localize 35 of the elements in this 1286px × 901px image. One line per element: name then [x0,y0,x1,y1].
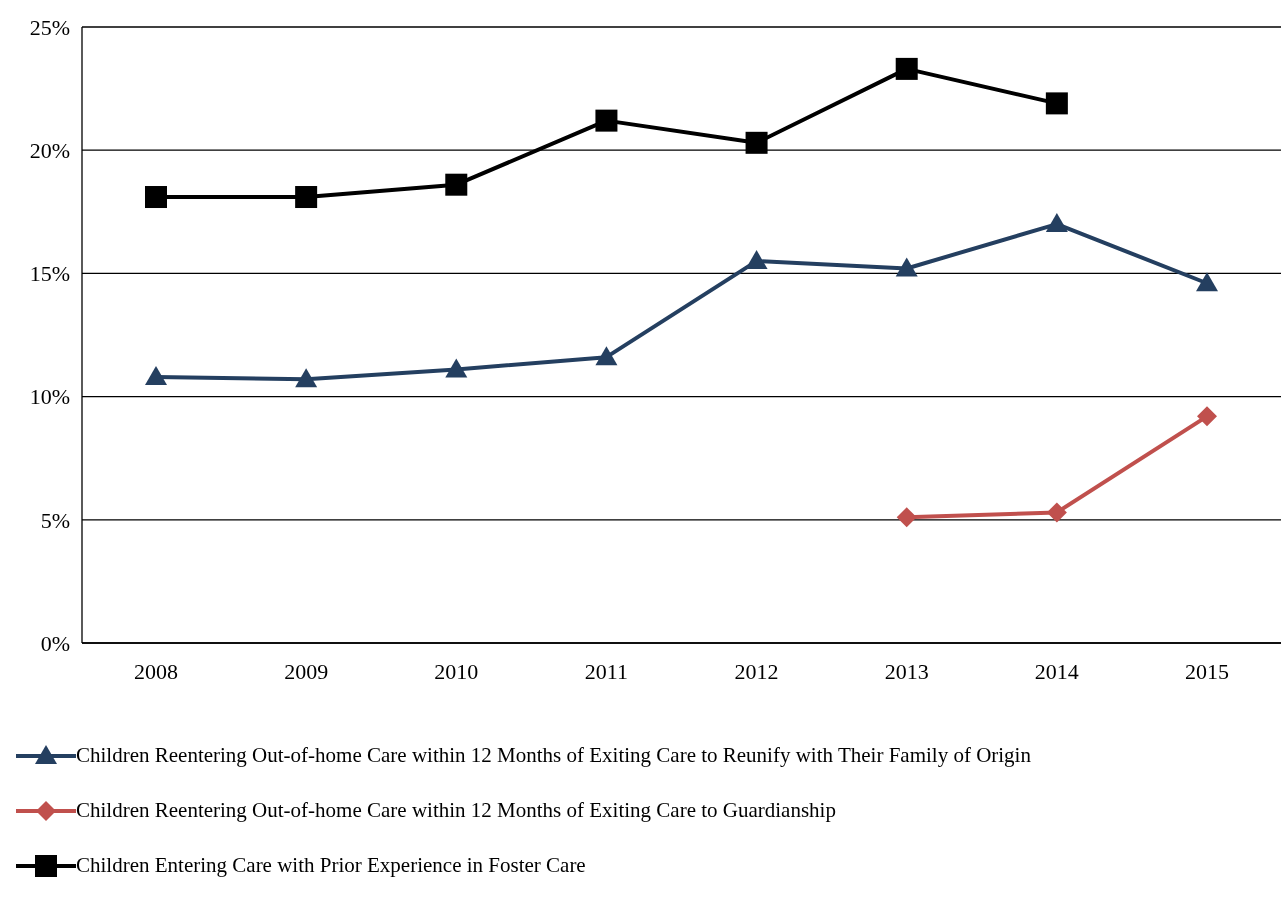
point [145,186,167,209]
y-tick-label: 0% [40,630,70,656]
x-tick-label: 2008 [134,658,178,684]
x-tick-label: 2012 [734,658,779,684]
x-tick-label: 2011 [584,658,629,684]
legend-label: Children Reentering Out-of-home Care within 12 Months of Exiting Care to Guardianship [76,798,836,823]
legend-label: Children Reentering Out-of-home Care within 12 Months of Exiting Care to Reunify with Their Family of Origin [76,743,1031,768]
point [895,57,918,80]
y-tick-label: 10% [29,384,70,410]
point [1045,92,1068,115]
y-tick-label: 5% [40,507,70,533]
point [745,131,768,154]
y-tick-label: 25% [29,14,70,40]
point [595,346,618,366]
y-tick-label: 20% [29,138,70,164]
point [1046,502,1067,523]
x-tick-label: 2014 [1034,658,1079,684]
legend-label: Children Entering Care with Prior Experience in Foster Care [76,853,586,878]
point [895,257,918,277]
point [1197,406,1217,427]
point [445,173,468,196]
point [1196,272,1218,292]
x-tick-label: 2015 [1185,658,1229,684]
point [595,109,618,132]
point [295,186,318,209]
x-tick-label: 2013 [884,658,929,684]
point [445,358,468,378]
x-tick-label: 2010 [434,658,479,684]
y-tick-label: 15% [29,261,70,287]
point [896,507,917,528]
point [745,250,768,270]
point [145,365,167,385]
point [295,368,318,388]
point [1045,213,1068,233]
x-tick-label: 2009 [284,658,329,684]
